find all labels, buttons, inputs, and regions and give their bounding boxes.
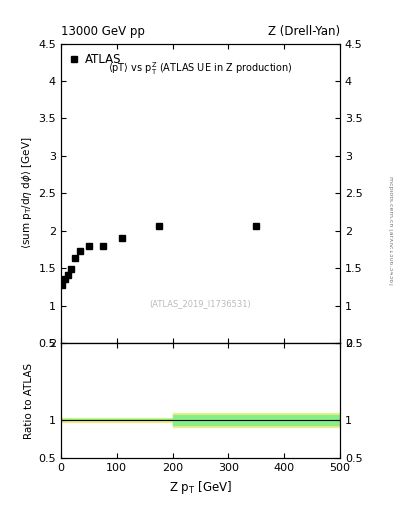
Y-axis label: Ratio to ATLAS: Ratio to ATLAS	[24, 362, 34, 439]
ATLAS	[66, 272, 70, 278]
ATLAS	[86, 243, 91, 249]
ATLAS	[63, 276, 68, 283]
ATLAS	[73, 255, 77, 262]
ATLAS	[101, 243, 105, 249]
X-axis label: Z p$_\mathrm{T}$ [GeV]: Z p$_\mathrm{T}$ [GeV]	[169, 479, 232, 496]
Y-axis label: $\langle$sum p$_\mathrm{T}$/d$\eta$ d$\phi\rangle$ [GeV]: $\langle$sum p$_\mathrm{T}$/d$\eta$ d$\p…	[20, 137, 34, 249]
Text: mcplots.cern.ch [arXiv:1306.3436]: mcplots.cern.ch [arXiv:1306.3436]	[388, 176, 393, 285]
ATLAS	[60, 282, 65, 288]
ATLAS	[68, 266, 73, 272]
Legend: ATLAS: ATLAS	[67, 50, 125, 70]
Line: ATLAS: ATLAS	[59, 223, 260, 288]
ATLAS	[120, 235, 125, 241]
Text: $\langle$pT$\rangle$ vs p$_\mathrm{T}^\mathrm{Z}$ (ATLAS UE in Z production): $\langle$pT$\rangle$ vs p$_\mathrm{T}^\m…	[108, 60, 293, 77]
ATLAS	[78, 248, 83, 254]
Text: Z (Drell-Yan): Z (Drell-Yan)	[268, 26, 340, 38]
ATLAS	[254, 223, 259, 229]
ATLAS	[156, 223, 161, 229]
Text: (ATLAS_2019_I1736531): (ATLAS_2019_I1736531)	[150, 300, 251, 309]
Text: 13000 GeV pp: 13000 GeV pp	[61, 26, 145, 38]
